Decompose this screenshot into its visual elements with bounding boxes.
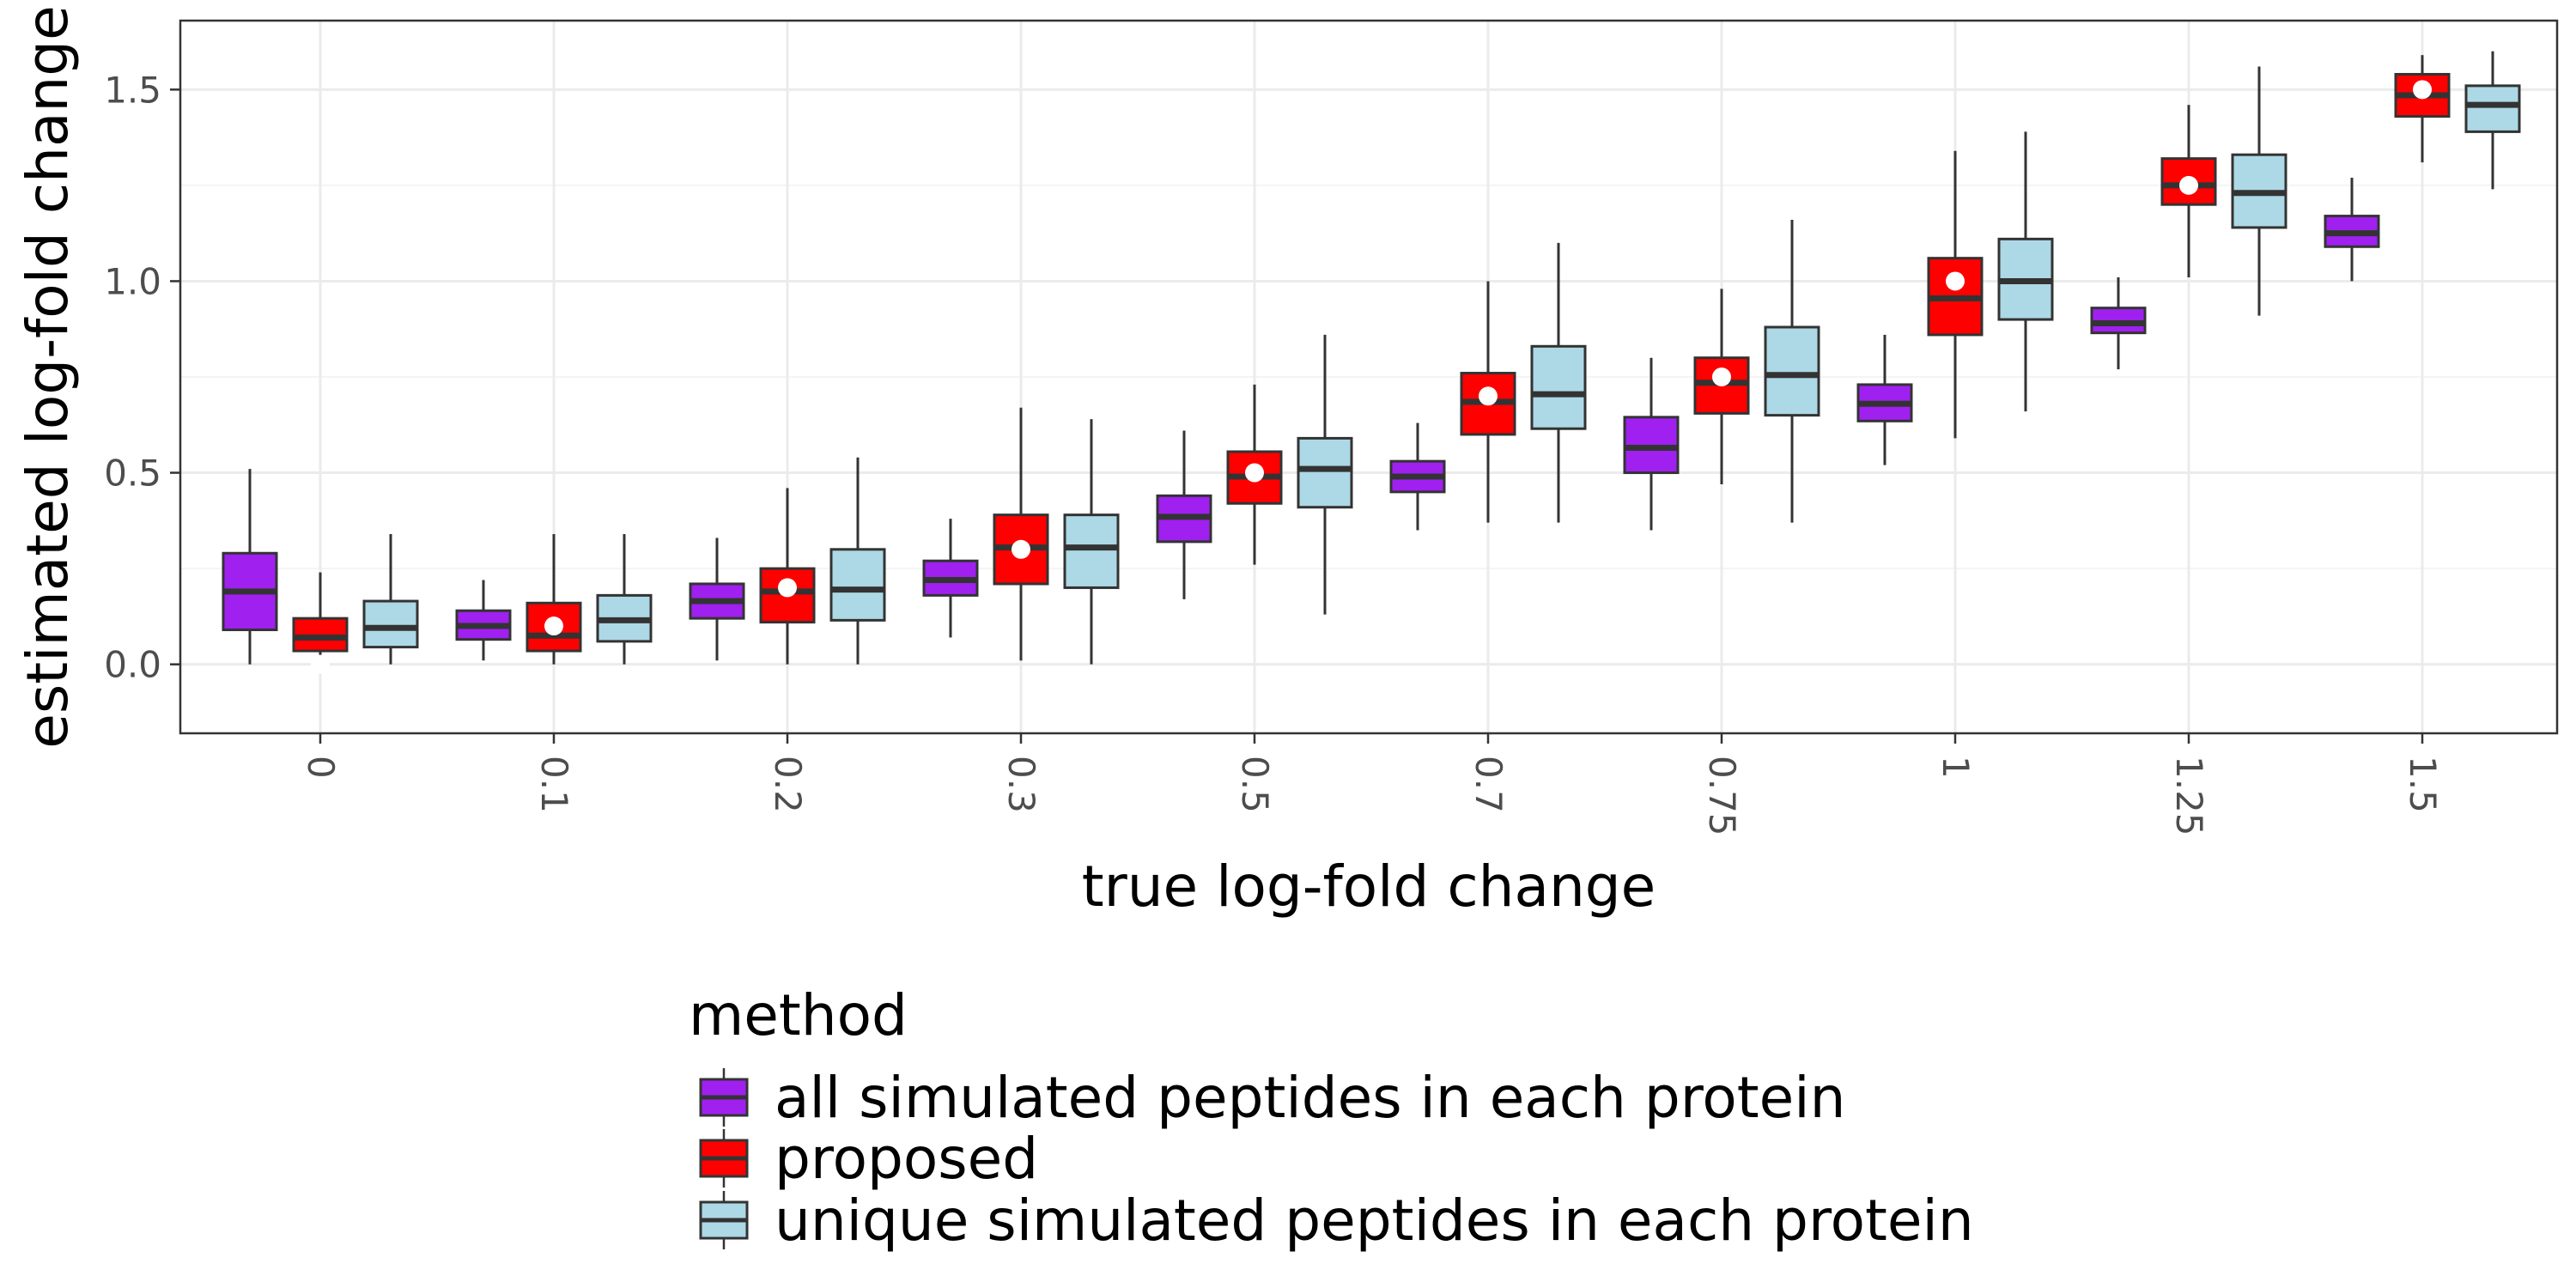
true-value-point <box>1946 271 1965 291</box>
box <box>829 548 886 622</box>
boxplot-0-7 <box>1856 334 1913 465</box>
legend-label: unique simulated peptides in each protei… <box>775 1188 1974 1254</box>
x-tick-label: 1.25 <box>2168 756 2210 836</box>
axes: 0.0 0.5 1.0 1.5 0 0.1 0.2 0.3 0.5 0.7 0.75 1 1.25 1.5 <box>104 69 2444 835</box>
true-value-point <box>2179 175 2198 195</box>
true-value-point <box>1712 368 1731 386</box>
boxplot-0-6 <box>1623 357 1680 531</box>
boxplot-2-3 <box>1063 419 1120 665</box>
boxplot-1-9 <box>2394 55 2451 163</box>
boxplot-0-2 <box>689 538 745 661</box>
legend-item-1: proposed <box>699 1126 1038 1192</box>
legend-title: method <box>689 982 908 1048</box>
boxplot-2-0 <box>362 533 419 665</box>
boxplot-2-1 <box>596 533 653 665</box>
boxplot-0-8 <box>2090 276 2147 370</box>
boxplot-1-2 <box>759 488 816 665</box>
boxplot-1-1 <box>526 533 582 665</box>
true-value-point <box>1245 463 1264 483</box>
boxplot-0-9 <box>2324 177 2380 282</box>
legend-item-2: unique simulated peptides in each protei… <box>699 1188 1974 1254</box>
boxplot-0-1 <box>455 580 512 661</box>
y-tick-label: 1.5 <box>104 69 161 111</box>
true-value-point <box>778 578 797 598</box>
boxplot-0-0 <box>222 469 278 665</box>
box <box>1063 513 1120 589</box>
y-axis-title: estimated log-fold change <box>15 5 81 748</box>
boxplot-2-7 <box>1997 131 2054 412</box>
boxplot-0-5 <box>1389 422 1446 531</box>
boxplot-2-6 <box>1764 220 1820 523</box>
x-tick-label: 0.5 <box>1234 756 1276 813</box>
x-tick-label: 0.75 <box>1701 756 1743 836</box>
boxplot-0-3 <box>922 519 979 638</box>
x-tick-label: 1.5 <box>2402 756 2444 813</box>
box <box>1530 344 1587 430</box>
boxplot-1-7 <box>1927 150 1984 439</box>
true-value-point <box>311 654 330 674</box>
box <box>1764 325 1820 417</box>
boxplot-2-5 <box>1530 242 1587 523</box>
boxplot-2-4 <box>1297 334 1353 615</box>
legend-item-0: all simulated peptides in each protein <box>699 1065 1845 1131</box>
boxplot-2-9 <box>2464 51 2521 190</box>
legend: method all simulated peptides in each pr… <box>689 982 1974 1254</box>
x-tick-label: 0.1 <box>533 756 575 813</box>
boxplot-2-2 <box>829 457 886 665</box>
x-axis-title: true log-fold change <box>1082 854 1656 920</box>
boxplot-0-4 <box>1156 430 1212 599</box>
boxplot-1-3 <box>993 407 1049 661</box>
legend-label: all simulated peptides in each protein <box>775 1065 1845 1131</box>
box <box>362 599 419 649</box>
true-value-point <box>544 617 563 636</box>
box <box>1297 436 1353 509</box>
box-marks <box>222 51 2521 674</box>
box <box>2464 84 2521 133</box>
y-tick-label: 1.0 <box>104 260 161 302</box>
true-value-point <box>1012 539 1030 559</box>
legend-label: proposed <box>775 1126 1038 1192</box>
x-tick-label: 0.3 <box>1000 756 1042 813</box>
boxplot-2-8 <box>2231 66 2287 316</box>
boxplot-1-0 <box>292 572 349 665</box>
y-tick-label: 0.0 <box>104 644 161 686</box>
x-tick-label: 1 <box>1935 756 1977 779</box>
boxplot-1-6 <box>1693 289 1750 484</box>
true-value-point <box>2413 80 2432 100</box>
x-tick-label: 0.2 <box>767 756 809 813</box>
true-value-point <box>1479 386 1498 406</box>
x-tick-label: 0.7 <box>1467 756 1510 813</box>
x-tick-label: 0 <box>300 756 342 779</box>
y-tick-label: 0.5 <box>104 453 161 495</box>
plot-panel-border <box>179 19 2559 735</box>
